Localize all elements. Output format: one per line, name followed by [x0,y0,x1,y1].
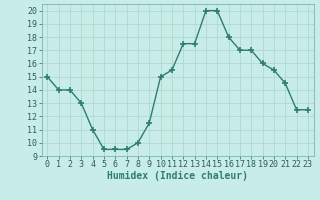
X-axis label: Humidex (Indice chaleur): Humidex (Indice chaleur) [107,171,248,181]
